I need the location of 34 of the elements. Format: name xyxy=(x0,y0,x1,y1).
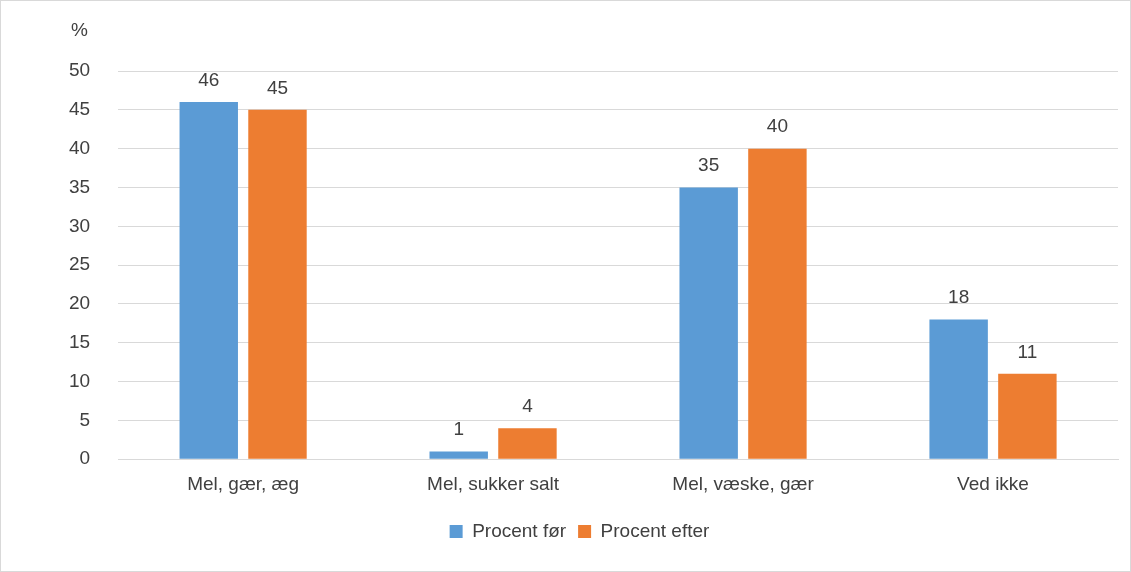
bar xyxy=(998,373,1057,459)
bar xyxy=(679,187,738,459)
bar xyxy=(248,109,307,459)
legend-label: Procent efter xyxy=(600,519,711,541)
bar xyxy=(498,428,557,459)
y-tick-label: 20 xyxy=(68,292,91,314)
y-tick-label: 45 xyxy=(68,98,91,120)
y-tick-label: 35 xyxy=(68,175,91,197)
legend-label: Procent før xyxy=(472,519,567,541)
x-tick-label: Mel, sukker salt xyxy=(427,472,560,494)
data-label: 11 xyxy=(1017,340,1038,362)
y-tick-label: 10 xyxy=(68,369,91,391)
y-tick-label: 40 xyxy=(68,136,91,158)
y-tick-label: 50 xyxy=(68,59,91,81)
y-tick-label: 30 xyxy=(68,214,91,236)
bar xyxy=(429,451,488,459)
x-tick-label: Ved ikke xyxy=(957,472,1029,494)
data-label: 1 xyxy=(453,418,464,440)
y-tick-label: 0 xyxy=(79,447,91,469)
y-tick-label: 5 xyxy=(79,408,91,430)
data-label: 4 xyxy=(522,394,534,416)
bar xyxy=(179,102,238,459)
data-label: 35 xyxy=(698,154,720,176)
data-label: 45 xyxy=(266,76,289,98)
x-tick-label: Mel, væske, gær xyxy=(672,472,815,494)
y-tick-label: 25 xyxy=(68,253,91,275)
y-axis-title: % xyxy=(71,19,89,41)
y-tick-label: 15 xyxy=(68,330,91,352)
bar xyxy=(929,319,988,459)
bar xyxy=(748,148,807,459)
data-label: 46 xyxy=(198,68,220,90)
data-label: 40 xyxy=(766,115,788,137)
data-label: 18 xyxy=(948,286,970,308)
x-tick-label: Mel, gær, æg xyxy=(187,472,300,494)
